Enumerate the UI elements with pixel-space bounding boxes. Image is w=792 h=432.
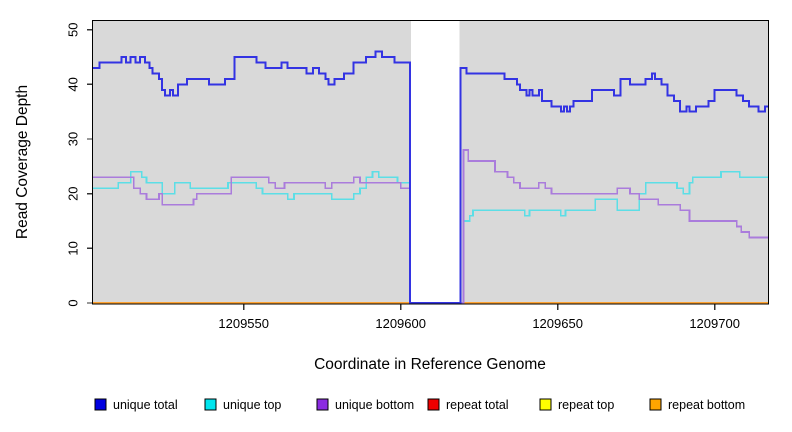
x-tick-label: 1209650 (532, 316, 583, 331)
x-tick-label: 1209550 (218, 316, 269, 331)
legend-item: repeat bottom (649, 398, 745, 412)
legend-swatch-unique-total (94, 398, 107, 411)
y-tick-label: 30 (65, 132, 80, 146)
plot-area (92, 20, 769, 305)
y-axis-title: Read Coverage Depth (14, 85, 31, 239)
legend-label: unique total (113, 398, 178, 412)
legend-label: unique top (223, 398, 281, 412)
axes: 0 10 20 30 40 50 1209550 1209600 1209650 1209700 (65, 23, 740, 331)
legend-item: repeat total (427, 398, 509, 412)
y-tick-label: 0 (65, 299, 80, 306)
legend-swatch-unique-bottom (316, 398, 329, 411)
legend-item: repeat top (539, 398, 614, 412)
plot-box (92, 20, 769, 305)
y-tick-label: 40 (65, 77, 80, 91)
legend-swatch-unique-top (204, 398, 217, 411)
legend-swatch-repeat-bottom (649, 398, 662, 411)
legend-item: unique top (204, 398, 281, 412)
series-line-unique-total (93, 50, 768, 304)
legend-label: repeat top (558, 398, 614, 412)
legend-label: repeat total (446, 398, 509, 412)
x-tick-label: 1209600 (375, 316, 426, 331)
legend-label: unique bottom (335, 398, 414, 412)
y-tick-label: 50 (65, 23, 80, 37)
y-tick-label: 20 (65, 186, 80, 200)
no-data-gap-region (411, 21, 460, 303)
x-tick-label: 1209700 (689, 316, 740, 331)
legend-item: unique bottom (316, 398, 414, 412)
legend-item: unique total (94, 398, 178, 412)
x-axis-title: Coordinate in Reference Genome (314, 356, 546, 373)
y-tick-label: 10 (65, 241, 80, 255)
series-line-unique-bottom (93, 149, 768, 304)
legend-label: repeat bottom (668, 398, 745, 412)
legend: unique total unique top unique bottom repea… (94, 398, 745, 412)
legend-swatch-repeat-top (539, 398, 552, 411)
legend-swatch-repeat-total (427, 398, 440, 411)
